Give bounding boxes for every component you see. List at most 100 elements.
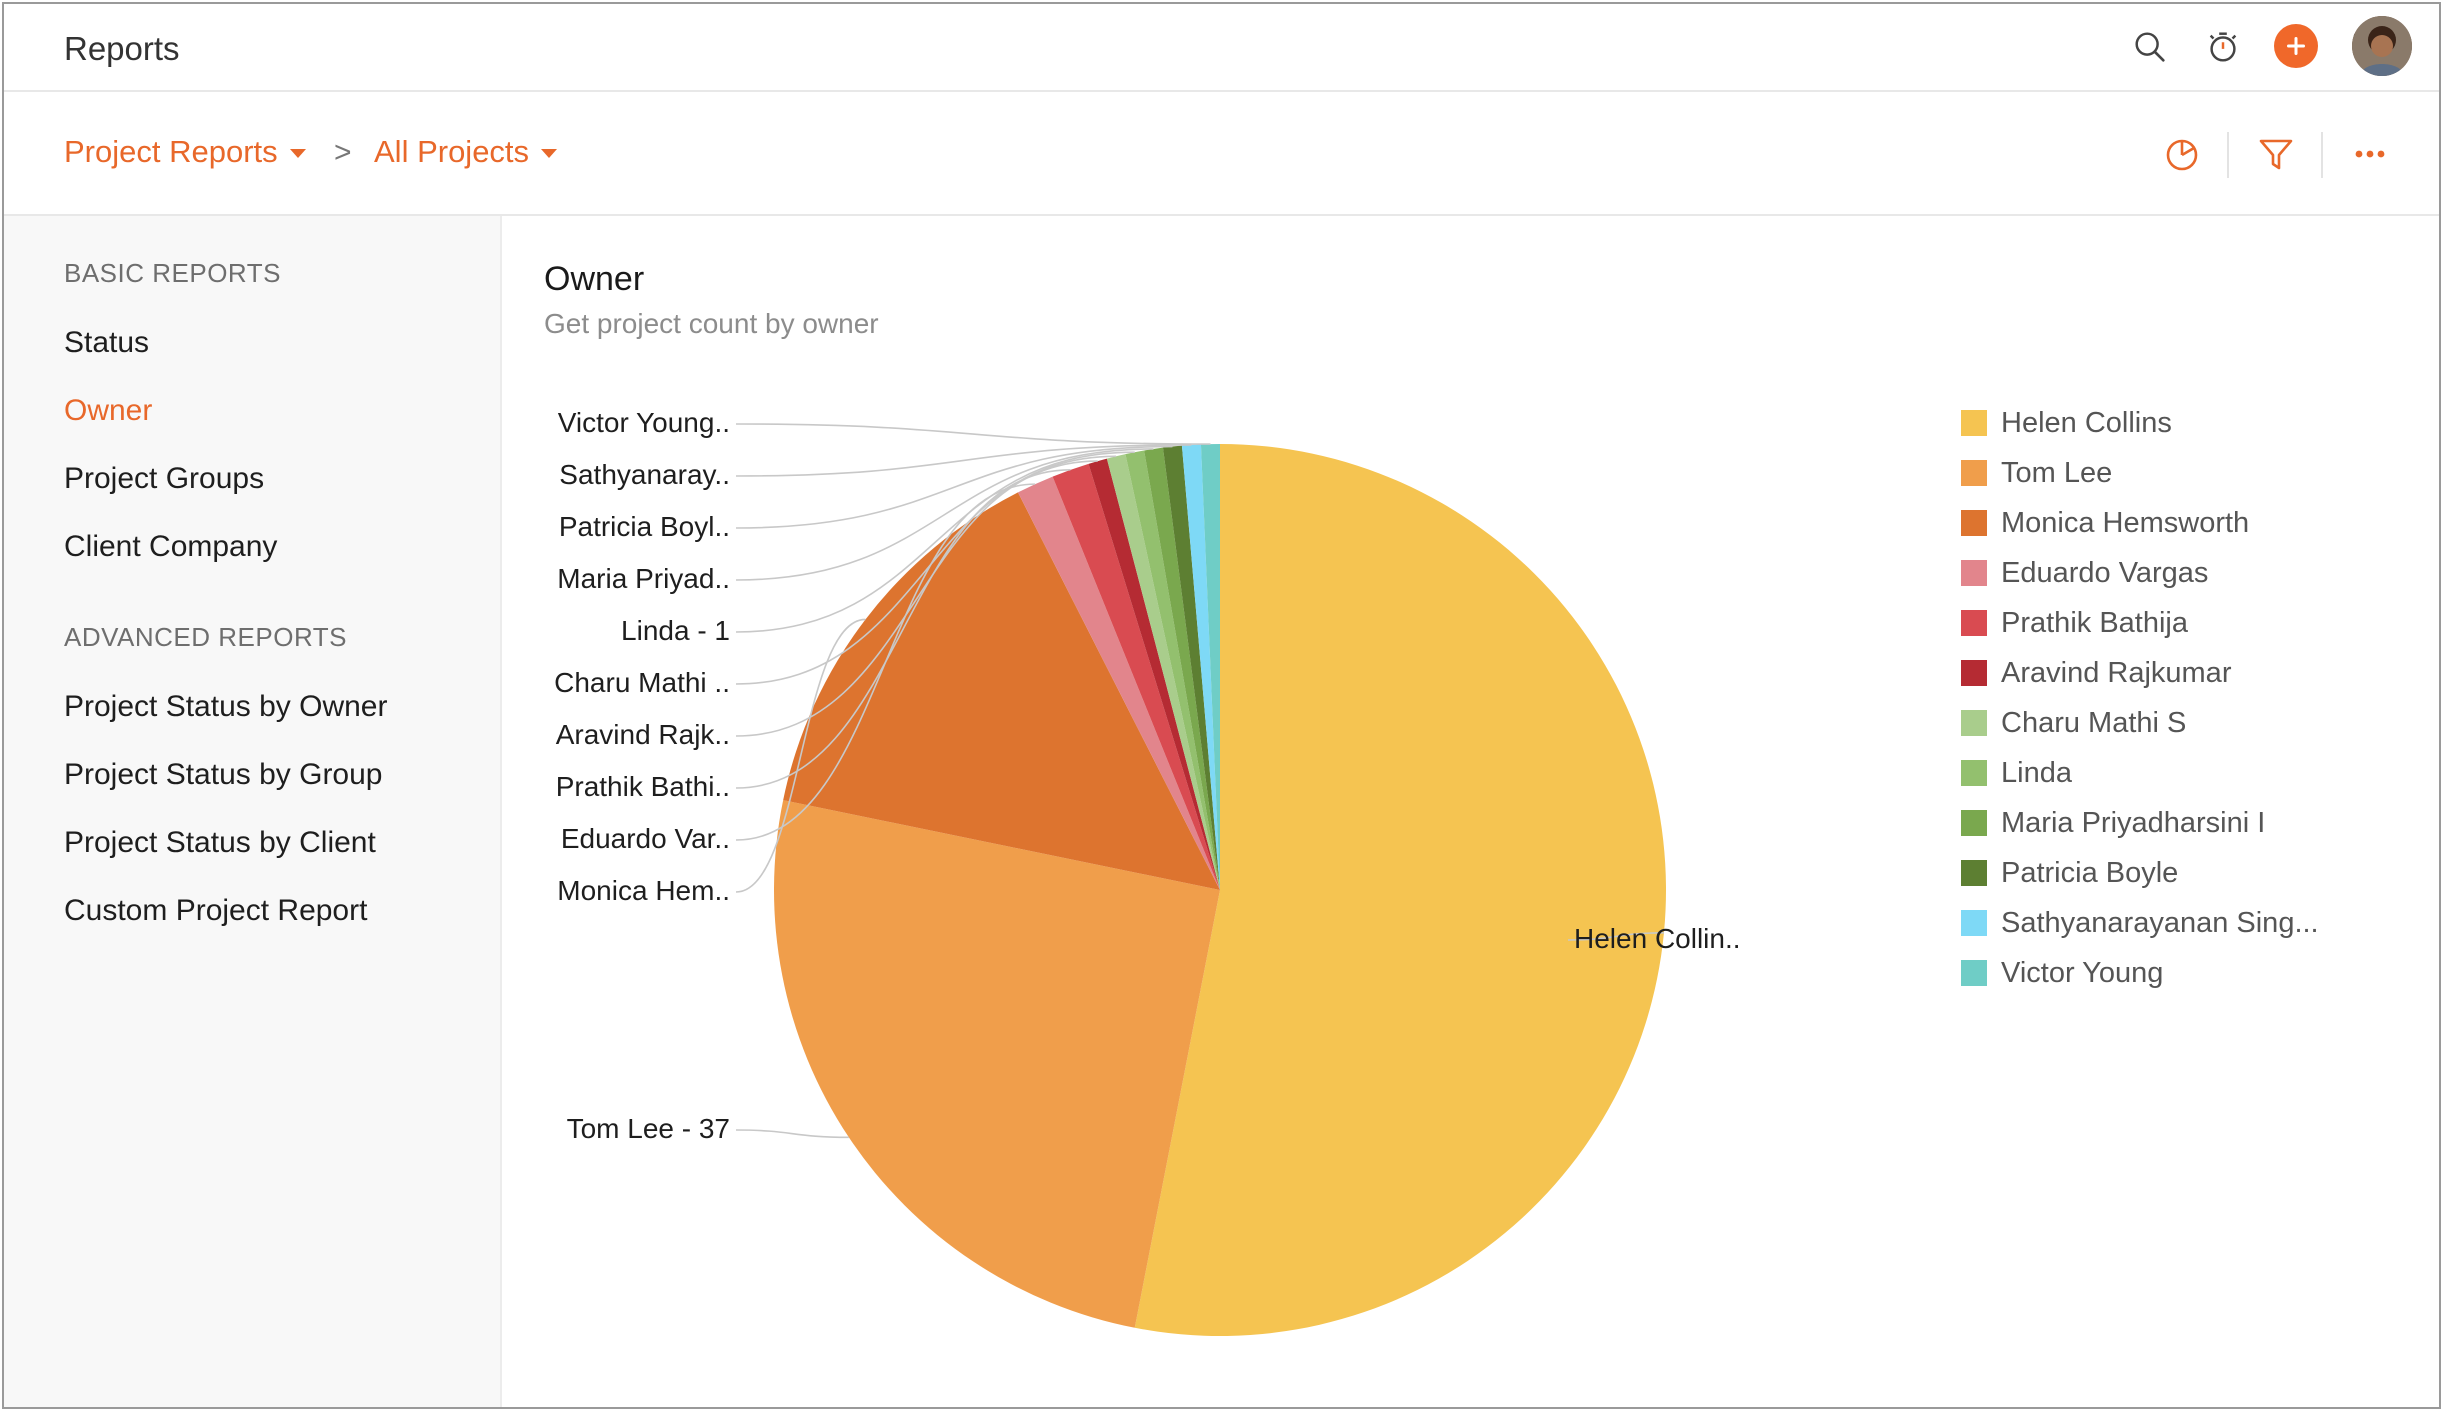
more-icon[interactable] xyxy=(2348,132,2392,176)
user-avatar[interactable] xyxy=(2352,16,2412,76)
legend-item[interactable]: Monica Hemsworth xyxy=(1961,506,2249,540)
report-subtitle: Get project count by owner xyxy=(544,308,879,339)
legend-label: Prathik Bathija xyxy=(2001,606,2188,639)
legend-label: Victor Young xyxy=(2001,956,2164,989)
timer-icon[interactable] xyxy=(2202,26,2244,68)
sidebar-item-project-groups[interactable]: Project Groups xyxy=(64,462,265,495)
top-bar: Reports xyxy=(4,4,2439,92)
legend-swatch xyxy=(1961,960,1987,986)
sidebar-item-project-status-by-client[interactable]: Project Status by Client xyxy=(64,826,376,859)
filter-icon-svg xyxy=(2259,139,2293,170)
sidebar-item-custom-project-report[interactable]: Custom Project Report xyxy=(64,894,368,927)
pie-slice-aravind-rajkumar[interactable] xyxy=(1088,458,1220,890)
timer-icon-svg xyxy=(2209,32,2237,62)
pie-slice-sathyanarayanan-sing[interactable] xyxy=(1181,444,1220,890)
legend-swatch xyxy=(1961,460,1987,486)
breadcrumb-all-projects[interactable]: All Projects xyxy=(374,134,558,170)
report-title: Owner xyxy=(544,260,645,298)
legend-item[interactable]: Victor Young xyxy=(1961,956,2163,990)
legend-item[interactable]: Aravind Rajkumar xyxy=(1961,656,2231,690)
slice-label: Prathik Bathi.. xyxy=(556,771,730,802)
slice-label: Aravind Rajk.. xyxy=(556,719,730,750)
report-panel: Owner Get project count by owner Helen C… xyxy=(504,216,2439,1407)
legend-label: Tom Lee xyxy=(2001,456,2113,489)
pie-slice-charu-mathi-s[interactable] xyxy=(1106,454,1220,890)
leader-line xyxy=(735,423,1211,445)
filter-icon[interactable] xyxy=(2254,132,2298,176)
pie-slice-tom-lee[interactable] xyxy=(774,800,1220,1328)
legend-item[interactable]: Charu Mathi S xyxy=(1961,706,2186,740)
slice-label: Tom Lee - 37 xyxy=(567,1113,730,1144)
pie-slice-eduardo-vargas[interactable] xyxy=(1017,476,1220,890)
pie-chart-icon-svg xyxy=(2166,139,2198,171)
legend-swatch xyxy=(1961,660,1987,686)
slice-label: Charu Mathi .. xyxy=(554,667,730,698)
sidebar-heading-advanced-reports: ADVANCED REPORTS xyxy=(64,622,347,652)
legend-label: Linda xyxy=(2001,756,2072,789)
slice-label: Maria Priyad.. xyxy=(557,563,730,594)
legend-item[interactable]: Helen Collins xyxy=(1961,406,2172,440)
legend-item[interactable]: Tom Lee xyxy=(1961,456,2112,490)
legend-swatch xyxy=(1961,810,1987,836)
legend-swatch xyxy=(1961,710,1987,736)
legend-label: Patricia Boyle xyxy=(2001,856,2179,889)
legend-label: Monica Hemsworth xyxy=(2001,506,2250,539)
sidebar-item-status[interactable]: Status xyxy=(64,326,150,359)
search-icon-svg xyxy=(2135,32,2165,62)
more-icon-svg xyxy=(2355,150,2385,158)
pie-slice-linda[interactable] xyxy=(1125,450,1220,890)
legend-swatch xyxy=(1961,410,1987,436)
avatar-image xyxy=(2352,16,2412,76)
caret-down-icon xyxy=(541,149,558,158)
pie-slice-helen-collins[interactable] xyxy=(1134,444,1666,1336)
sidebar-item-project-status-by-owner[interactable]: Project Status by Owner xyxy=(64,690,388,723)
legend-label: Sathyanarayanan Sing... xyxy=(2001,906,2319,939)
legend-item[interactable]: Prathik Bathija xyxy=(1961,606,2188,640)
leader-line xyxy=(735,451,1135,633)
sidebar-item-project-status-by-group[interactable]: Project Status by Group xyxy=(64,758,383,791)
caret-down-icon xyxy=(289,149,306,158)
legend-item[interactable]: Maria Priyadharsini I xyxy=(1961,806,2265,840)
legend-label: Aravind Rajkumar xyxy=(2001,656,2232,689)
pie-slice-victor-young[interactable] xyxy=(1200,444,1220,890)
slice-label: Patricia Boyl.. xyxy=(559,511,730,542)
slice-label: Monica Hem.. xyxy=(557,875,730,906)
leader-line xyxy=(735,445,1173,529)
legend-swatch xyxy=(1961,610,1987,636)
pie-slice-monica-hemsworth[interactable] xyxy=(783,492,1220,890)
pie-slice-maria-priyadharsini-i[interactable] xyxy=(1144,447,1220,890)
legend-item[interactable]: Linda xyxy=(1961,756,2072,790)
search-icon[interactable] xyxy=(2129,26,2171,68)
plus-icon[interactable] xyxy=(2274,24,2318,68)
plus-icon-svg xyxy=(2287,37,2305,55)
legend-label: Charu Mathi S xyxy=(2001,706,2187,739)
sidebar-item-owner[interactable]: Owner xyxy=(64,394,153,427)
leader-line xyxy=(735,448,1154,581)
sidebar-heading-basic-reports: BASIC REPORTS xyxy=(64,258,281,288)
pie-slice-patricia-boyle[interactable] xyxy=(1162,445,1220,890)
leader-line xyxy=(735,444,1192,477)
pie-chart-icon[interactable] xyxy=(2160,132,2204,176)
leader-line xyxy=(735,618,866,893)
slice-label: Linda - 1 xyxy=(621,615,730,646)
breadcrumb-bar: Project Reports > All Projects xyxy=(4,92,2439,216)
pie-slice-prathik-bathija[interactable] xyxy=(1052,463,1220,890)
breadcrumb-project-reports[interactable]: Project Reports xyxy=(64,134,306,170)
breadcrumb-label: Project Reports xyxy=(64,134,278,169)
legend-item[interactable]: Eduardo Vargas xyxy=(1961,556,2208,590)
slice-label: Helen Collin.. xyxy=(1574,923,1741,954)
legend-swatch xyxy=(1961,510,1987,536)
legend-item[interactable]: Patricia Boyle xyxy=(1961,856,2178,890)
legend-swatch xyxy=(1961,860,1987,886)
legend-label: Helen Collins xyxy=(2001,406,2172,439)
legend-swatch xyxy=(1961,560,1987,586)
sidebar-item-client-company[interactable]: Client Company xyxy=(64,530,278,563)
leader-line xyxy=(735,455,1117,685)
legend-item[interactable]: Sathyanarayanan Sing... xyxy=(1961,906,2319,940)
slice-label: Victor Young.. xyxy=(558,407,730,438)
slice-label: Sathyanaray.. xyxy=(559,459,730,490)
legend-swatch xyxy=(1961,910,1987,936)
leader-line xyxy=(735,460,1098,737)
legend-swatch xyxy=(1961,760,1987,786)
